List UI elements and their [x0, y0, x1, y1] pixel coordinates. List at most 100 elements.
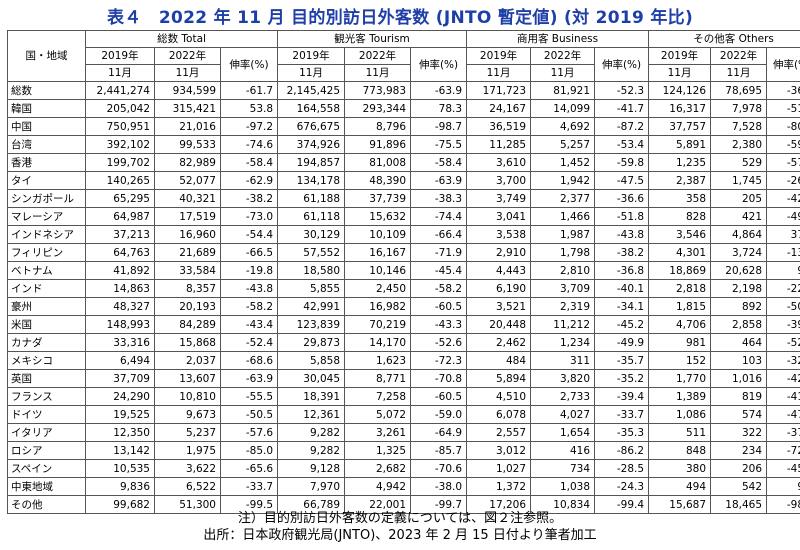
country-name-cell: マレーシア: [7, 207, 86, 226]
growth-rate-cell: 9.3: [766, 261, 800, 280]
growth-rate-cell: -36.8: [594, 261, 650, 280]
value-cell: 3,521: [466, 297, 532, 316]
country-name-cell: 総数: [7, 81, 86, 100]
growth-rate-cell: -49.9: [594, 333, 650, 352]
growth-rate-header: 伸率(%): [594, 47, 650, 82]
growth-rate-cell: -13.4: [766, 243, 800, 262]
value-cell: 4,706: [648, 315, 712, 334]
growth-rate-cell: -34.1: [594, 297, 650, 316]
value-cell: 17,519: [154, 207, 221, 226]
value-cell: 16,317: [648, 99, 712, 118]
value-cell: 5,894: [466, 369, 532, 388]
value-cell: 3,610: [466, 153, 532, 172]
value-cell: 1,466: [530, 207, 596, 226]
growth-rate-cell: -52.6: [410, 333, 468, 352]
value-cell: 134,178: [277, 171, 346, 190]
growth-rate-cell: -50.5: [219, 405, 279, 424]
value-cell: 1,027: [466, 459, 532, 478]
growth-rate-cell: -61.7: [219, 81, 279, 100]
value-cell: 205,042: [85, 99, 155, 118]
growth-rate-cell: -43.4: [219, 315, 279, 334]
value-cell: 36,519: [466, 117, 532, 136]
value-cell: 18,465: [710, 495, 768, 514]
value-cell: 61,118: [277, 207, 346, 226]
value-cell: 3,012: [466, 441, 532, 460]
value-cell: 4,027: [530, 405, 596, 424]
month-header: 11月: [154, 64, 221, 82]
growth-rate-cell: -38.2: [594, 243, 650, 262]
year-2019-header: 2019年: [466, 47, 532, 65]
table-row: 台湾 392,102 99,533 -74.6 374,926 91,896 -75.5 11…: [7, 135, 800, 154]
value-cell: 37,757: [648, 117, 712, 136]
country-name-cell: 英国: [7, 369, 86, 388]
corner-header: 国・地域: [7, 30, 86, 82]
year-2019-header: 2019年: [648, 47, 712, 65]
value-cell: 171,723: [466, 81, 532, 100]
country-name-cell: イタリア: [7, 423, 86, 442]
value-cell: 51,300: [154, 495, 221, 514]
year-2022-header: 2022年: [344, 47, 412, 65]
growth-rate-cell: -72.3: [410, 351, 468, 370]
month-header: 11月: [85, 64, 155, 82]
growth-rate-cell: -28.5: [594, 459, 650, 478]
value-cell: 18,869: [648, 261, 712, 280]
table-row: インドネシア 37,213 16,960 -54.4 30,129 10,109 -66.4…: [7, 225, 800, 244]
table-row: タイ 140,265 52,077 -62.9 134,178 48,390 -63.9 3,…: [7, 171, 800, 190]
value-cell: 7,258: [344, 387, 412, 406]
value-cell: 21,689: [154, 243, 221, 262]
value-cell: 293,344: [344, 99, 412, 118]
value-cell: 37,709: [85, 369, 155, 388]
growth-rate-cell: -70.8: [410, 369, 468, 388]
value-cell: 33,584: [154, 261, 221, 280]
growth-rate-cell: -80.1: [766, 117, 800, 136]
table-row: 韓国 205,042 315,421 53.8 164,558 293,344 78.3 24…: [7, 99, 800, 118]
growth-rate-cell: -59.0: [410, 405, 468, 424]
growth-rate-cell: -57.2: [766, 153, 800, 172]
table-row: インド 14,863 8,357 -43.8 5,855 2,450 -58.2 6,190 3…: [7, 279, 800, 298]
growth-rate-cell: -41.7: [594, 99, 650, 118]
growth-rate-cell: -97.2: [219, 117, 279, 136]
country-name-cell: 台湾: [7, 135, 86, 154]
value-cell: 9,673: [154, 405, 221, 424]
growth-rate-cell: -47.1: [766, 405, 800, 424]
country-name-cell: 中東地域: [7, 477, 86, 496]
value-cell: 3,622: [154, 459, 221, 478]
value-cell: 13,607: [154, 369, 221, 388]
value-cell: 24,167: [466, 99, 532, 118]
country-name-cell: フランス: [7, 387, 86, 406]
country-name-cell: タイ: [7, 171, 86, 190]
table-row: 米国 148,993 84,289 -43.4 123,839 70,219 -43.3 20…: [7, 315, 800, 334]
growth-rate-cell: 78.3: [410, 99, 468, 118]
growth-rate-cell: -85.0: [219, 441, 279, 460]
value-cell: 14,099: [530, 99, 596, 118]
growth-rate-header: 伸率(%): [219, 47, 279, 82]
value-cell: 33,316: [85, 333, 155, 352]
value-cell: 3,820: [530, 369, 596, 388]
month-header: 11月: [277, 64, 346, 82]
value-cell: 10,146: [344, 261, 412, 280]
group-header-others: その他客 Others: [648, 30, 800, 48]
value-cell: 3,724: [710, 243, 768, 262]
growth-rate-cell: -52.4: [219, 333, 279, 352]
value-cell: 2,733: [530, 387, 596, 406]
growth-rate-cell: -98.7: [410, 117, 468, 136]
growth-rate-cell: -99.4: [594, 495, 650, 514]
value-cell: 10,810: [154, 387, 221, 406]
value-cell: 1,623: [344, 351, 412, 370]
value-cell: 6,190: [466, 279, 532, 298]
value-cell: 1,815: [648, 297, 712, 316]
value-cell: 5,891: [648, 135, 712, 154]
value-cell: 148,993: [85, 315, 155, 334]
value-cell: 9,282: [277, 441, 346, 460]
growth-rate-cell: -37.0: [766, 423, 800, 442]
value-cell: 52,077: [154, 171, 221, 190]
value-cell: 19,525: [85, 405, 155, 424]
value-cell: 2,450: [344, 279, 412, 298]
value-cell: 315,421: [154, 99, 221, 118]
value-cell: 199,702: [85, 153, 155, 172]
growth-rate-cell: -24.3: [594, 477, 650, 496]
growth-rate-cell: -50.9: [766, 297, 800, 316]
value-cell: 416: [530, 441, 596, 460]
month-header: 11月: [530, 64, 596, 82]
value-cell: 3,709: [530, 279, 596, 298]
